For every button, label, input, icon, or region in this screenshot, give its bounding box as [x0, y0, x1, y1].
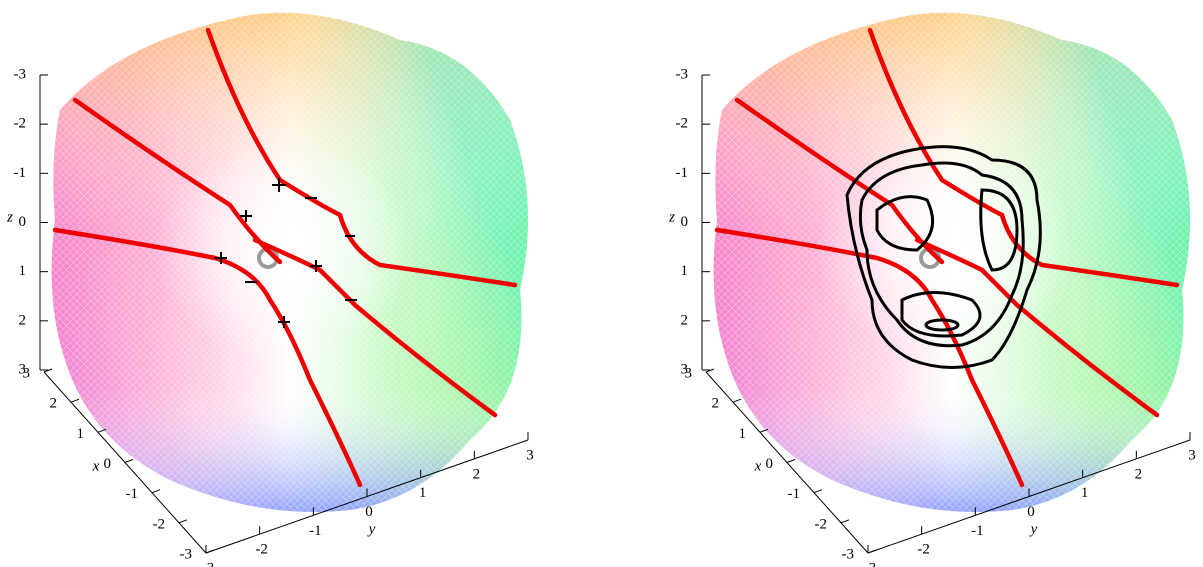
orbit — [979, 188, 1019, 272]
tick-mark — [178, 519, 188, 524]
x-tick-label: 2 — [50, 396, 58, 412]
x-axis-label: x — [754, 458, 762, 474]
z-tick-label: 2 — [681, 312, 689, 328]
y-tick-label: 0 — [365, 504, 373, 520]
y-tick-label: -3 — [202, 560, 215, 567]
z-tick-label: 2 — [19, 312, 27, 328]
x-tick-label: 0 — [766, 456, 774, 472]
y-tick-label: -2 — [917, 542, 930, 558]
z-tick-label: 0 — [681, 214, 689, 230]
tick-mark — [759, 428, 769, 433]
y-tick-label: -1 — [971, 523, 984, 539]
y-tick-label: 1 — [1081, 485, 1089, 501]
x-axis-label: x — [92, 458, 100, 474]
orbit — [858, 161, 1025, 348]
z-tick-label: 1 — [19, 263, 27, 279]
x-tick-label: -3 — [842, 546, 855, 562]
z-tick-label: -1 — [676, 165, 689, 181]
z-tick-label: 3 — [681, 361, 689, 377]
panel — [52, 13, 528, 512]
y-tick-label: 2 — [473, 466, 481, 482]
tick-mark — [97, 428, 107, 433]
tick-mark — [732, 398, 742, 403]
orbit — [900, 291, 982, 338]
y-tick-label: 3 — [1188, 447, 1196, 463]
orbit — [924, 318, 960, 332]
tick-mark — [813, 489, 823, 494]
tick-mark — [151, 489, 161, 494]
y-tick-label: 3 — [526, 447, 534, 463]
z-tick-label: -3 — [676, 66, 689, 82]
x-tick-label: -2 — [153, 516, 166, 532]
y-axis-label: y — [1029, 521, 1038, 537]
y-tick-label: -1 — [309, 523, 322, 539]
z-axis-label: z — [6, 209, 13, 225]
z-tick-label: 0 — [19, 214, 27, 230]
y-axis-label: y — [367, 521, 376, 537]
orbit — [845, 145, 1042, 369]
y-tick-label: 2 — [1135, 466, 1143, 482]
x-tick-label: 1 — [739, 426, 747, 442]
tick-mark — [840, 519, 850, 524]
x-tick-label: 0 — [104, 456, 112, 472]
z-tick-label: 1 — [681, 263, 689, 279]
y-tick-label: 0 — [1027, 504, 1035, 520]
x-tick-label: 1 — [77, 426, 85, 442]
x-tick-label: 2 — [712, 396, 720, 412]
z-tick-label: -1 — [14, 165, 27, 181]
z-tick-label: -3 — [14, 66, 27, 82]
x-tick-label: -3 — [180, 546, 193, 562]
z-tick-label: -2 — [14, 116, 27, 132]
tick-mark — [705, 368, 715, 373]
z-tick-label: 3 — [19, 361, 27, 377]
x-tick-label: -1 — [126, 486, 139, 502]
markers — [215, 178, 357, 328]
x-tick-label: -2 — [815, 516, 828, 532]
y-tick-label: 1 — [419, 485, 427, 501]
tick-mark — [786, 459, 796, 463]
x-tick-label: -1 — [788, 486, 801, 502]
x-tick-label: 3 — [685, 365, 693, 381]
orbit — [875, 195, 935, 252]
tick-mark — [43, 368, 53, 373]
panel — [714, 13, 1190, 512]
tick-mark — [70, 398, 80, 403]
z-tick-label: -2 — [676, 116, 689, 132]
tick-mark — [124, 459, 134, 463]
z-axis-label: z — [668, 209, 675, 225]
axes: -3 -2 -1 0 1 2 3 z 3 2 1 0 -1 -2 -3 x -3 -2 -1 0 1 2 3 y -3 -2 -1 0… — [6, 66, 1196, 567]
y-tick-label: -3 — [864, 560, 877, 567]
x-tick-label: 3 — [23, 365, 31, 381]
y-tick-label: -2 — [255, 542, 268, 558]
